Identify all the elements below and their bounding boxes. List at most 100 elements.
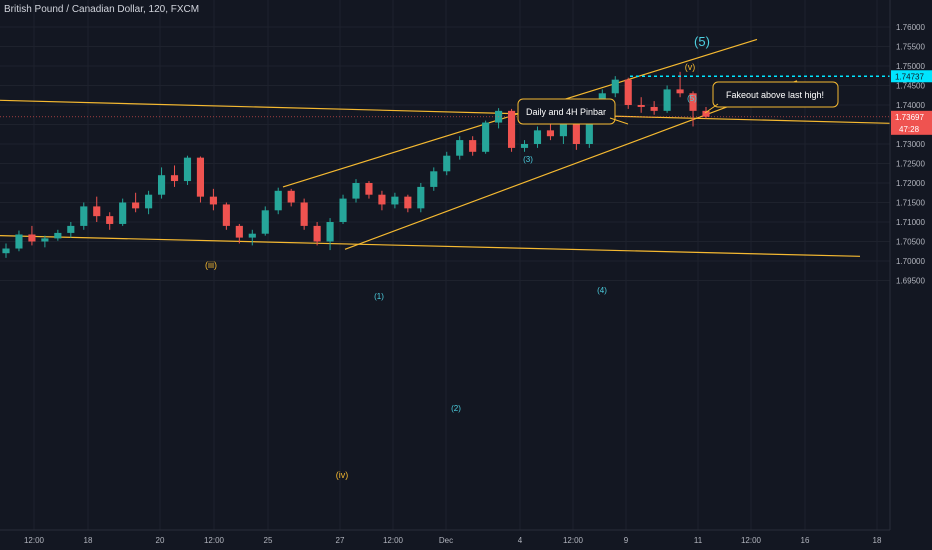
wave-label: (v) — [685, 62, 696, 72]
y-tick-label: 1.72500 — [896, 160, 925, 169]
last-price-label: 1.73697 — [895, 113, 924, 122]
candle-body — [54, 232, 62, 239]
candle-body — [157, 175, 166, 195]
candle-body — [41, 238, 49, 242]
y-tick-label: 1.70000 — [896, 257, 925, 266]
candle-body — [559, 124, 567, 137]
y-axis[interactable]: 1.760001.755001.750001.745001.740001.735… — [889, 0, 932, 550]
candle-body — [391, 196, 399, 205]
x-tick-label: Dec — [439, 536, 453, 545]
candle-body — [28, 234, 36, 242]
x-tick-label: 16 — [801, 536, 810, 545]
candle-body — [248, 233, 256, 238]
countdown-label: 47:28 — [899, 125, 920, 134]
x-axis[interactable]: 12:00 18 20 12:00 25 27 12:00 Dec 4 12:00 9 11 12:00… — [0, 529, 890, 545]
candle-body — [365, 183, 373, 195]
candle-body — [287, 190, 295, 203]
callout-pinbar-pointer — [609, 117, 629, 125]
x-tick-label: 12:00 — [383, 536, 404, 545]
callout-pinbar-box — [517, 98, 616, 125]
candle-body — [404, 196, 412, 209]
candle-body — [274, 190, 282, 211]
y-axis-background — [890, 0, 932, 550]
candle-body — [2, 248, 10, 254]
x-tick-label: 25 — [264, 536, 273, 545]
y-tick-label: 1.72000 — [896, 179, 925, 188]
x-tick-label: 27 — [336, 536, 345, 545]
wave-label: (1) — [374, 292, 384, 301]
wave-label: (iii) — [205, 260, 217, 270]
x-tick-label: 18 — [873, 536, 882, 545]
y-tick-label: 1.75000 — [896, 62, 925, 71]
callout-fakeout-pointer — [704, 103, 719, 114]
candle-body — [533, 130, 542, 144]
candle-body — [170, 175, 179, 182]
candle-body — [119, 202, 127, 224]
candle-body — [663, 89, 671, 111]
trendline — [0, 99, 891, 124]
candle-body — [183, 157, 192, 182]
y-tick-label: 1.75500 — [896, 43, 925, 52]
trendlines — [0, 38, 891, 257]
callout-fakeout-box — [712, 81, 839, 108]
wave-label: (2) — [451, 404, 461, 413]
price-levels — [0, 75, 890, 118]
candle-body — [430, 171, 438, 187]
candle-body — [520, 144, 529, 148]
candle-body — [67, 225, 75, 233]
candle-body — [209, 196, 217, 205]
candle-body — [507, 110, 516, 148]
y-tick-label: 1.69500 — [896, 277, 925, 286]
candle-body — [417, 186, 425, 209]
wave-labels: (5) (v) (5) (3) (4) (iii) (1) (2) (iv) — [205, 34, 710, 480]
wave-label: (5) — [687, 94, 697, 103]
x-tick-label: 4 — [518, 536, 523, 545]
trendline — [344, 80, 798, 250]
candles — [2, 71, 710, 258]
candle-body — [339, 198, 347, 222]
candle-body — [235, 225, 243, 238]
x-tick-label: 12:00 — [741, 536, 762, 545]
grid — [0, 0, 890, 530]
callouts: Daily and 4H Pinbar Fakeout above last hi… — [517, 81, 839, 125]
wave-label: (4) — [597, 286, 607, 295]
candle-body — [352, 183, 360, 199]
candle-body — [313, 225, 321, 242]
x-tick-label: 20 — [156, 536, 165, 545]
candle-body — [689, 93, 697, 111]
x-tick-label: 18 — [84, 536, 93, 545]
candle-body — [572, 124, 580, 144]
callout-fakeout-text: Fakeout above last high! — [726, 90, 824, 100]
y-tick-label: 1.73000 — [896, 140, 925, 149]
candle-body — [15, 234, 23, 249]
candle-body — [222, 204, 230, 226]
wave-label: (5) — [694, 34, 710, 49]
x-tick-label: 12:00 — [204, 536, 225, 545]
candle-body — [132, 202, 140, 209]
candle-body — [196, 157, 205, 197]
dotted-level-label: 1.74737 — [895, 72, 924, 81]
candle-body — [106, 216, 114, 224]
wave-label: (3) — [523, 155, 533, 164]
x-tick-label: 12:00 — [563, 536, 584, 545]
y-tick-label: 1.70500 — [896, 238, 925, 247]
y-tick-label: 1.74500 — [896, 82, 925, 91]
dotted-level-tag — [891, 70, 932, 83]
candle-body — [469, 140, 477, 152]
candle-body — [611, 79, 619, 94]
candle-body — [702, 110, 710, 117]
wave-label: (iv) — [336, 470, 349, 480]
y-tick-label: 1.71500 — [896, 199, 925, 208]
y-tick-label: 1.71000 — [896, 218, 925, 227]
candle-body — [93, 206, 101, 217]
candle-body — [676, 89, 684, 94]
candle-body — [378, 194, 386, 205]
candle-body — [546, 130, 555, 137]
last-price-tag — [891, 110, 932, 135]
x-tick-label: 9 — [624, 536, 629, 545]
candle-body — [456, 140, 464, 156]
candle-body — [443, 155, 451, 172]
y-tick-label: 1.76000 — [896, 23, 925, 32]
candle-body — [482, 122, 490, 152]
